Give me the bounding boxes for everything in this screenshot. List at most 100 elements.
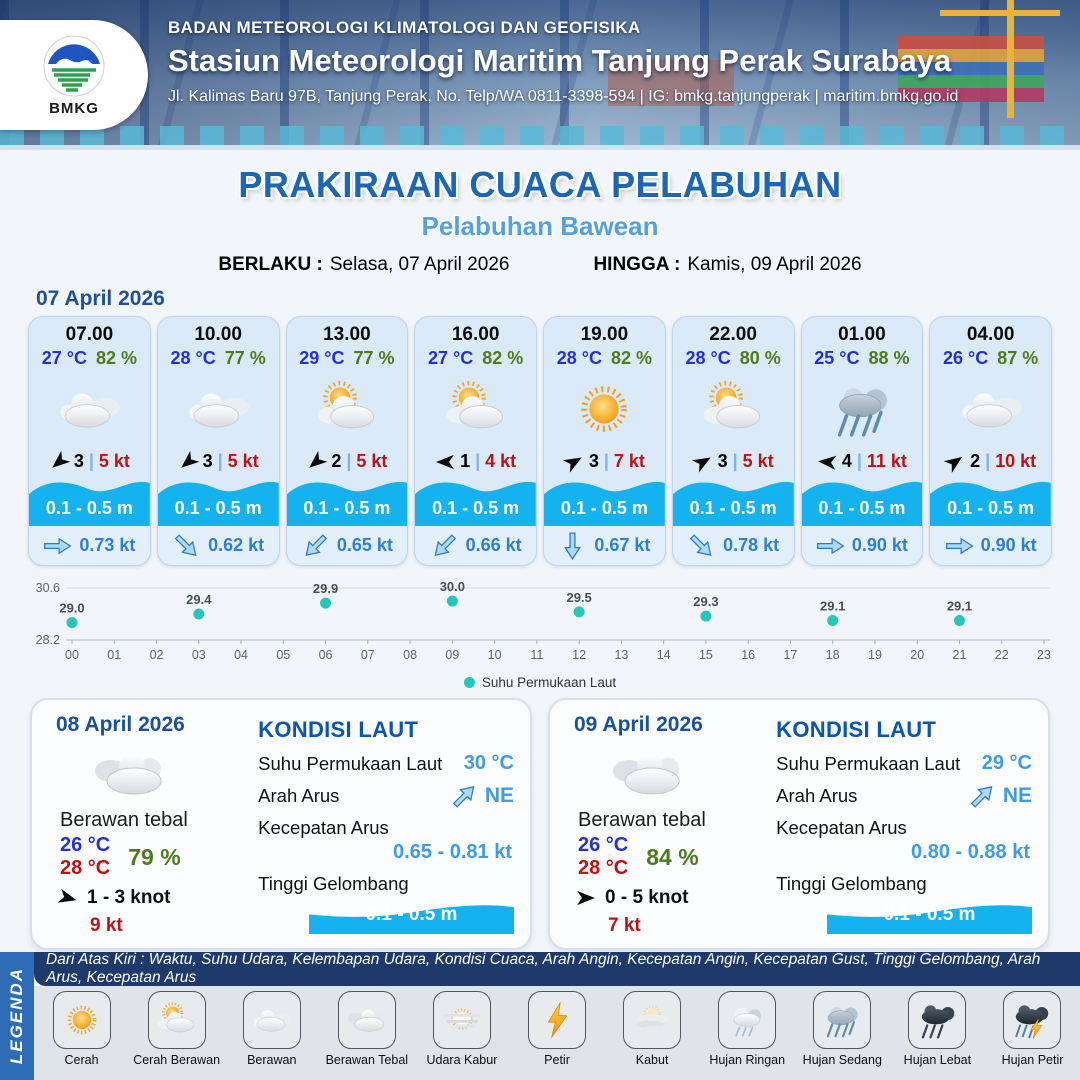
wind-speed: 2 <box>970 451 981 472</box>
divider: | <box>603 451 609 472</box>
petir-icon <box>531 1000 583 1040</box>
current-direction-value: NE <box>484 784 514 807</box>
gust-speed: 5 kt <box>356 451 388 472</box>
humidity: 79 % <box>128 843 181 870</box>
legend-item: Petir <box>509 991 604 1067</box>
daily-card-08-april: 08 April 2026 Berawan tebal 26 °C 79 % 2… <box>30 698 532 950</box>
svg-text:17: 17 <box>783 648 797 662</box>
hourly-card-1000: 10.00 28 °C 77 % 3 | 5 kt 0.1 - 0.5 m 0.62 … <box>156 316 280 566</box>
humidity: 84 % <box>646 843 699 870</box>
weather-icon <box>596 737 700 809</box>
wind-speed: 3 <box>202 451 213 472</box>
wind-speed: 2 <box>331 451 342 472</box>
hourly-cards-row: 07.00 27 °C 82 % 3 | 5 kt 0.1 - 0.5 m 0.73 … <box>0 316 1080 566</box>
current-direction-value: NE <box>1002 784 1032 807</box>
hourly-card-0400: 04.00 26 °C 87 % 2 | 10 kt 0.1 - 0.5 m 0.90… <box>929 316 1052 566</box>
hour-label: 07.00 <box>65 324 114 345</box>
current-speed: 0.66 kt <box>465 535 522 556</box>
valid-until-value: Kamis, 09 April 2026 <box>687 254 862 275</box>
sst-legend-marker <box>463 677 475 688</box>
svg-text:11: 11 <box>530 648 543 662</box>
legend-item: Hujan Petir <box>985 991 1080 1067</box>
sst-chart: 30.6 28.2 00 01 02 03 04 05 06 07 08 09 10 11 12 13 14 15… <box>24 574 1056 690</box>
wave-band: 0.1 - 0.5 m <box>286 474 408 527</box>
hujan-lebat-icon <box>911 1000 963 1040</box>
weather-condition: Berawan tebal <box>60 809 188 831</box>
legend-bar: LEGENDA Dari Atas Kiri : Waktu, Suhu Uda… <box>0 951 1080 1080</box>
current-speed-label: Kecepatan Arus <box>776 817 907 838</box>
weather-icon <box>305 378 389 440</box>
wave-band: 0.1 - 0.5 m <box>672 474 794 527</box>
sst-chart-plot: 30.6 28.2 00 01 02 03 04 05 06 07 08 09 10 11 12 13 14 15… <box>36 579 1051 662</box>
svg-text:18: 18 <box>826 648 840 662</box>
air-temp: 28 °C <box>556 348 602 368</box>
valid-from: BERLAKU : Selasa, 07 April 2026 <box>218 254 509 276</box>
wave-height: 0.1 - 0.5 m <box>303 498 391 519</box>
svg-text:00: 00 <box>65 648 79 662</box>
legend-item-label: Udara Kabur <box>426 1053 498 1067</box>
wind-direction-icon <box>52 450 71 468</box>
current-direction-icon <box>689 533 712 556</box>
legend-item-label: Cerah Berawan <box>133 1053 221 1067</box>
berawan-tebal-icon <box>341 1000 393 1040</box>
sst-label: Suhu Permukaan Laut <box>776 752 961 774</box>
legend-item-label: Petir <box>544 1053 570 1067</box>
weather-icon <box>562 378 646 440</box>
legend-item: Hujan Sedang <box>795 991 890 1067</box>
wind-direction-icon <box>817 455 837 470</box>
wave-height: 0.1 - 0.5 m <box>689 498 777 519</box>
air-temp: 28 °C <box>685 348 731 368</box>
legend-item: Cerah <box>34 991 129 1067</box>
legend-item: Kabut <box>605 991 700 1067</box>
daily-cards-row: 08 April 2026 Berawan tebal 26 °C 79 % 2… <box>0 698 1080 950</box>
legend-item: Cerah Berawan <box>129 991 224 1067</box>
wave-shape <box>544 482 665 527</box>
hour-label: 01.00 <box>838 324 886 345</box>
svg-text:14: 14 <box>657 648 671 662</box>
legend-title: LEGENDA <box>7 967 26 1065</box>
legend-item: Berawan <box>224 991 319 1067</box>
wave-shape <box>309 905 514 934</box>
wave-height: 0.1 - 0.5 m <box>818 498 906 519</box>
hujan-sedang-icon <box>816 1000 868 1040</box>
legend-item-label: Cerah <box>64 1053 99 1067</box>
header: BMKG BADAN METEOROLOGI KLIMATOLOGI DAN G… <box>0 0 1080 150</box>
air-temp: 26 °C <box>942 348 989 368</box>
current-direction-icon <box>305 533 328 556</box>
wind-direction-icon <box>436 454 454 469</box>
header-text: BADAN METEOROLOGI KLIMATOLOGI DAN GEOFIS… <box>168 18 958 106</box>
wind-speed: 4 <box>841 451 852 472</box>
air-temp: 27 °C <box>427 348 474 368</box>
cerah-berawan-icon <box>151 1000 203 1040</box>
wind-range: 1 - 3 knot <box>87 887 171 908</box>
legend-item: Berawan Tebal <box>319 991 414 1067</box>
sst-label: Suhu Permukaan Laut <box>258 752 443 774</box>
gust-speed: 11 kt <box>866 451 907 472</box>
wave-band: 0.1 - 0.5 m <box>930 474 1051 527</box>
sst-legend-label: Suhu Permukaan Laut <box>481 675 617 690</box>
wave-height-box: 0.1 - 0.5 m <box>827 901 1032 934</box>
wind-direction-icon <box>180 450 199 468</box>
wave-height-label: Tinggi Gelombang <box>776 873 927 894</box>
svg-text:09: 09 <box>445 648 459 662</box>
bmkg-logo-icon <box>43 35 105 96</box>
wave-height-label: Tinggi Gelombang <box>258 873 409 894</box>
weather-icon <box>949 378 1033 440</box>
legend-item-label: Hujan Sedang <box>802 1053 882 1067</box>
current-speed-range: 0.80 - 0.88 kt <box>911 841 1030 863</box>
current-direction-icon <box>434 533 456 556</box>
current-speed-range: 0.65 - 0.81 kt <box>393 841 512 863</box>
temp-min: 26 °C <box>578 834 629 856</box>
svg-text:20: 20 <box>910 648 924 662</box>
legend-item: Hujan Ringan <box>700 991 795 1067</box>
hujan-petir-icon <box>1006 1000 1058 1040</box>
air-temp: 28 °C <box>170 348 216 368</box>
wave-height: 0.1 - 0.5 m <box>45 498 133 519</box>
wave-shape <box>286 482 408 527</box>
svg-text:30.6: 30.6 <box>36 581 60 595</box>
svg-text:08: 08 <box>403 648 417 662</box>
wave-height: 0.1 - 0.5 m <box>560 498 648 519</box>
wave-height-box: 0.1 - 0.5 m <box>309 901 514 934</box>
wind-speed: 1 <box>460 451 471 472</box>
hourly-card-2200: 22.00 28 °C 80 % 3 | 5 kt 0.1 - 0.5 m 0.78 … <box>671 316 795 566</box>
